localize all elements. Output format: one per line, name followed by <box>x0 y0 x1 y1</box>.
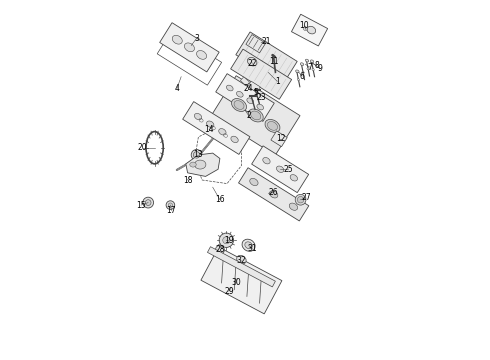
Text: 24: 24 <box>244 84 253 93</box>
Text: 25: 25 <box>283 165 293 174</box>
Ellipse shape <box>310 60 314 63</box>
Ellipse shape <box>245 242 252 249</box>
Polygon shape <box>292 14 328 46</box>
Ellipse shape <box>257 104 264 110</box>
Ellipse shape <box>234 100 244 109</box>
Text: 17: 17 <box>167 206 176 215</box>
Polygon shape <box>183 102 250 154</box>
Ellipse shape <box>172 35 182 44</box>
Text: 20: 20 <box>138 143 147 152</box>
Polygon shape <box>216 74 274 121</box>
Polygon shape <box>241 77 249 86</box>
Text: 16: 16 <box>215 195 225 204</box>
Text: 19: 19 <box>224 237 234 246</box>
Text: 14: 14 <box>204 125 214 134</box>
Ellipse shape <box>195 160 206 169</box>
Polygon shape <box>246 35 266 53</box>
Polygon shape <box>252 146 309 193</box>
Ellipse shape <box>207 121 214 127</box>
Ellipse shape <box>226 85 233 91</box>
Text: 31: 31 <box>247 244 257 253</box>
Text: 8: 8 <box>315 61 319 70</box>
Ellipse shape <box>265 120 280 132</box>
Text: 32: 32 <box>237 256 246 265</box>
Ellipse shape <box>166 201 175 210</box>
Ellipse shape <box>231 136 238 143</box>
Ellipse shape <box>248 109 263 122</box>
Polygon shape <box>239 168 309 221</box>
Ellipse shape <box>297 78 299 81</box>
Text: 22: 22 <box>247 59 257 68</box>
Polygon shape <box>231 49 292 99</box>
Text: 12: 12 <box>276 134 286 143</box>
Text: 15: 15 <box>136 201 146 210</box>
Text: 11: 11 <box>269 57 278 66</box>
Ellipse shape <box>247 98 253 104</box>
Ellipse shape <box>190 162 196 167</box>
Text: 29: 29 <box>224 287 234 296</box>
Text: 4: 4 <box>174 84 179 93</box>
Text: 5: 5 <box>253 87 258 96</box>
Ellipse shape <box>303 27 307 31</box>
Text: 10: 10 <box>299 21 309 30</box>
Ellipse shape <box>305 59 309 62</box>
Ellipse shape <box>307 68 309 70</box>
Text: 13: 13 <box>194 150 203 159</box>
Polygon shape <box>236 32 297 84</box>
Text: 1: 1 <box>275 77 280 86</box>
Ellipse shape <box>263 157 270 164</box>
Ellipse shape <box>250 178 258 186</box>
Text: 6: 6 <box>300 72 305 81</box>
Ellipse shape <box>196 50 207 59</box>
Polygon shape <box>186 153 220 176</box>
Ellipse shape <box>297 197 304 203</box>
Text: 23: 23 <box>256 93 266 102</box>
Polygon shape <box>201 247 282 314</box>
Polygon shape <box>160 23 219 72</box>
Ellipse shape <box>302 71 304 73</box>
Text: 30: 30 <box>231 278 241 287</box>
Text: 9: 9 <box>318 64 323 73</box>
Ellipse shape <box>237 255 246 264</box>
Ellipse shape <box>307 26 316 34</box>
Polygon shape <box>271 131 287 147</box>
Ellipse shape <box>168 203 172 207</box>
Ellipse shape <box>300 63 304 66</box>
Ellipse shape <box>143 197 153 208</box>
Text: 2: 2 <box>246 111 251 120</box>
Ellipse shape <box>295 70 299 73</box>
Text: 28: 28 <box>215 246 224 255</box>
Ellipse shape <box>219 233 234 247</box>
Polygon shape <box>207 247 275 287</box>
Text: 26: 26 <box>269 188 278 197</box>
Ellipse shape <box>191 149 202 160</box>
Text: 18: 18 <box>183 176 193 185</box>
Polygon shape <box>247 81 260 93</box>
Ellipse shape <box>195 113 202 120</box>
Ellipse shape <box>216 246 224 255</box>
Ellipse shape <box>247 57 257 66</box>
Polygon shape <box>212 76 300 155</box>
Text: 3: 3 <box>194 34 199 43</box>
Ellipse shape <box>184 43 195 52</box>
Ellipse shape <box>232 99 246 112</box>
Ellipse shape <box>268 122 277 130</box>
Ellipse shape <box>251 111 261 120</box>
Ellipse shape <box>290 175 297 181</box>
Text: 27: 27 <box>301 193 311 202</box>
Ellipse shape <box>270 191 278 198</box>
Text: 7: 7 <box>307 63 312 72</box>
Ellipse shape <box>219 129 226 135</box>
Ellipse shape <box>312 68 314 71</box>
Ellipse shape <box>146 200 151 206</box>
Ellipse shape <box>242 239 255 251</box>
Ellipse shape <box>223 237 230 244</box>
Ellipse shape <box>237 91 243 97</box>
Ellipse shape <box>289 203 297 210</box>
Ellipse shape <box>295 194 306 205</box>
Text: 21: 21 <box>262 37 271 46</box>
Ellipse shape <box>194 152 200 158</box>
Ellipse shape <box>276 166 284 172</box>
